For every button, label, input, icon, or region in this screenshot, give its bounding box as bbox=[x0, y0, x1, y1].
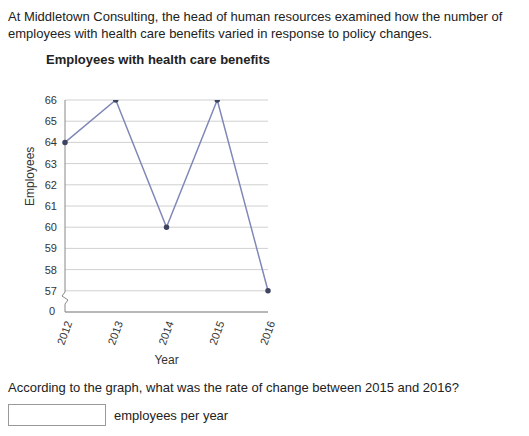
html-text:Employees with health care ben: Employees with health care benefits bbox=[46, 52, 270, 67]
svg-text:66: 66 bbox=[45, 94, 57, 106]
svg-text:63: 63 bbox=[45, 158, 57, 170]
svg-text:2016: 2016 bbox=[258, 319, 278, 346]
svg-text:62: 62 bbox=[45, 179, 57, 191]
html-text:employees per year: employees per year bbox=[114, 407, 229, 423]
svg-text:2015: 2015 bbox=[207, 319, 227, 346]
svg-text:2013: 2013 bbox=[105, 319, 125, 346]
svg-text:65: 65 bbox=[45, 115, 57, 127]
svg-text:64: 64 bbox=[45, 136, 57, 148]
svg-text:57: 57 bbox=[45, 285, 57, 297]
svg-text:59: 59 bbox=[45, 242, 57, 254]
svg-text:Employees: Employees bbox=[23, 147, 37, 206]
svg-text:2014: 2014 bbox=[156, 319, 176, 346]
svg-text:61: 61 bbox=[45, 200, 57, 212]
html-text:According to the graph, what w: According to the graph, what was the rat… bbox=[8, 380, 459, 395]
svg-text:60: 60 bbox=[45, 221, 57, 233]
html-text:0: 0 bbox=[48, 305, 55, 317]
svg-text:Year: Year bbox=[154, 353, 178, 367]
svg-text:58: 58 bbox=[45, 264, 57, 276]
svg-text:2012: 2012 bbox=[55, 319, 75, 346]
html-text:At Middletown Consulting, the: At Middletown Consulting, the head of hu… bbox=[8, 9, 503, 41]
